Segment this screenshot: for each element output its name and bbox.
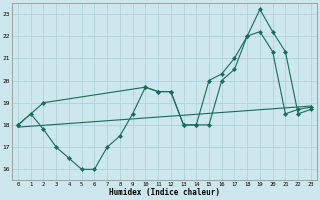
X-axis label: Humidex (Indice chaleur): Humidex (Indice chaleur) xyxy=(109,188,220,197)
